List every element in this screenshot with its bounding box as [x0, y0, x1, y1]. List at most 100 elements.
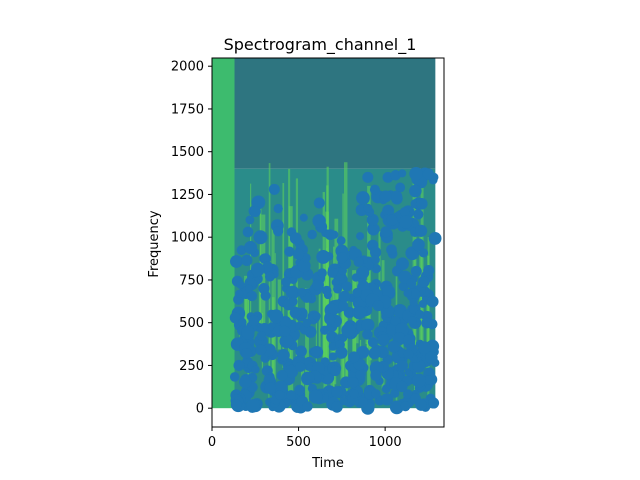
scatter-point	[248, 315, 260, 327]
scatter-point	[246, 290, 258, 302]
scatter-point	[310, 346, 322, 358]
scatter-point	[264, 382, 277, 394]
scatter-point	[264, 271, 275, 282]
scatter-point	[366, 213, 379, 226]
scatter-point	[368, 347, 381, 360]
y-tick-label: 500	[179, 316, 204, 331]
y-axis-ticks: 0 250 500 750 1000 1250 1500 1750 2000	[171, 60, 212, 417]
scatter-point	[355, 369, 366, 380]
spectrogram-streak	[322, 282, 327, 363]
scatter-point	[389, 400, 404, 415]
scatter-point	[258, 282, 270, 294]
scatter-point	[284, 364, 299, 379]
scatter-point	[299, 213, 308, 222]
scatter-point	[354, 306, 367, 319]
x-axis-ticks: 0 500 1000	[208, 427, 402, 450]
scatter-point	[239, 375, 252, 389]
scatter-point	[414, 224, 428, 237]
scatter-point	[380, 393, 394, 406]
scatter-point	[421, 317, 432, 329]
scatter-point	[312, 214, 326, 228]
scatter-point	[369, 246, 382, 259]
scatter-point	[395, 257, 409, 271]
scatter-point	[387, 340, 400, 353]
scatter-point	[382, 285, 395, 298]
scatter-point	[312, 311, 321, 321]
y-tick-label: 750	[179, 273, 204, 288]
scatter-point	[244, 284, 253, 293]
scatter-point	[418, 341, 431, 354]
x-tick-label: 0	[208, 435, 216, 450]
scatter-point	[242, 226, 254, 238]
scatter-point	[302, 318, 312, 328]
scatter-point	[230, 399, 242, 411]
y-tick-label: 1000	[171, 231, 204, 246]
scatter-point	[415, 197, 428, 210]
scatter-point	[269, 309, 284, 324]
scatter-point	[403, 334, 415, 346]
scatter-point	[396, 359, 408, 371]
scatter-point	[382, 204, 395, 217]
scatter-point	[412, 238, 425, 252]
scatter-point	[273, 203, 283, 214]
y-axis-label: Frequency	[147, 210, 162, 277]
scatter-point	[390, 316, 401, 326]
scatter-point	[362, 329, 373, 340]
scatter-point	[356, 191, 370, 205]
scatter-point	[367, 337, 378, 348]
scatter-point	[307, 229, 317, 240]
scatter-point	[241, 325, 255, 340]
chart-title: Spectrogram_channel_1	[224, 35, 417, 55]
scatter-point	[415, 309, 425, 319]
scatter-point	[236, 280, 245, 289]
scatter-point	[328, 352, 338, 361]
scatter-point	[407, 316, 417, 325]
spectrogram-streak	[315, 312, 317, 375]
scatter-point	[308, 389, 323, 404]
scatter-point	[417, 276, 430, 288]
scatter-point	[246, 399, 260, 413]
scatter-point	[250, 262, 265, 277]
scatter-point	[356, 266, 370, 280]
scatter-point	[347, 376, 359, 389]
y-tick-label: 1500	[171, 145, 204, 160]
scatter-point	[356, 232, 365, 241]
scatter-point	[406, 278, 417, 289]
plot-area	[212, 58, 442, 415]
scatter-point	[341, 281, 353, 292]
scatter-point	[255, 344, 267, 356]
scatter-point	[409, 184, 422, 198]
scatter-point	[380, 226, 392, 238]
scatter-point	[316, 250, 331, 264]
scatter-point	[412, 373, 427, 388]
x-axis-label: Time	[311, 456, 344, 471]
scatter-point	[371, 264, 381, 274]
scatter-point	[338, 300, 349, 312]
scatter-point	[418, 248, 429, 258]
scatter-point	[390, 170, 401, 181]
spectrogram-streak	[271, 227, 275, 389]
scatter-point	[268, 183, 280, 195]
scatter-point	[353, 256, 364, 267]
scatter-point	[335, 346, 348, 359]
spectrogram-streak	[282, 183, 285, 368]
scatter-point	[321, 285, 332, 296]
scatter-point	[363, 203, 373, 213]
scatter-point	[297, 287, 307, 298]
spectrogram-streak	[393, 330, 395, 395]
scatter-point	[390, 388, 400, 398]
scatter-point	[396, 380, 408, 393]
scatter-point	[386, 244, 397, 255]
scatter-point	[409, 298, 418, 307]
scatter-point	[229, 312, 241, 324]
scatter-point	[279, 334, 294, 349]
scatter-point	[251, 365, 260, 374]
scatter-point	[410, 265, 422, 277]
scatter-point	[289, 306, 302, 319]
scatter-point	[324, 313, 336, 325]
y-tick-label: 250	[179, 359, 204, 374]
scatter-point	[336, 252, 348, 264]
scatter-point	[339, 397, 348, 406]
scatter-point	[317, 268, 327, 278]
y-tick-label: 0	[196, 402, 204, 417]
